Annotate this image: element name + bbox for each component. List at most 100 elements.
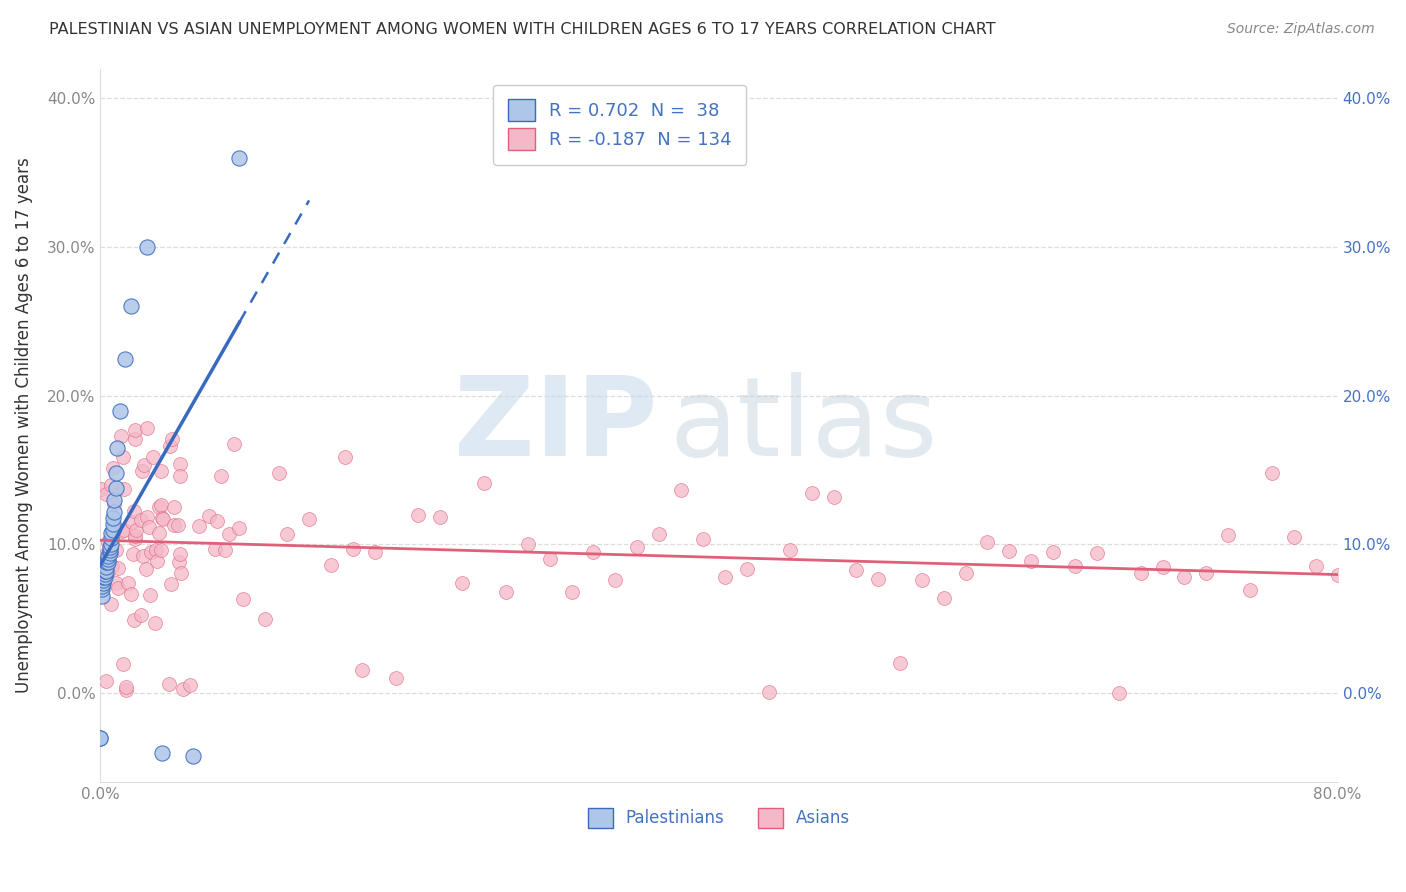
Point — [1261, 467, 1284, 481]
Point — [538, 552, 561, 566]
Point — [735, 562, 758, 576]
Text: Source: ZipAtlas.com: Source: ZipAtlas.com — [1227, 22, 1375, 37]
Point — [166, 518, 188, 533]
Point — [129, 608, 152, 623]
Point — [167, 555, 190, 569]
Point — [90, 579, 112, 593]
Point — [93, 570, 115, 584]
Point — [115, 683, 138, 698]
Point — [97, 552, 120, 566]
Point — [648, 526, 671, 541]
Point — [112, 450, 135, 465]
Point — [276, 527, 298, 541]
Point — [101, 461, 124, 475]
Point — [298, 512, 321, 526]
Point — [122, 547, 145, 561]
Point — [181, 748, 204, 763]
Point — [1064, 558, 1087, 573]
Point — [149, 465, 172, 479]
Point — [149, 542, 172, 557]
Point — [103, 497, 125, 511]
Point — [169, 547, 191, 561]
Point — [139, 545, 162, 559]
Point — [93, 576, 115, 591]
Text: atlas: atlas — [669, 372, 938, 479]
Point — [100, 532, 122, 546]
Point — [104, 481, 127, 495]
Point — [115, 680, 138, 694]
Point — [100, 537, 122, 551]
Point — [132, 549, 155, 563]
Point — [152, 512, 174, 526]
Point — [352, 663, 374, 677]
Point — [626, 540, 648, 554]
Legend: Palestinians, Asians: Palestinians, Asians — [581, 801, 858, 835]
Point — [138, 519, 160, 533]
Point — [472, 475, 495, 490]
Point — [97, 535, 120, 549]
Point — [342, 541, 364, 556]
Point — [1108, 686, 1130, 700]
Point — [160, 577, 183, 591]
Point — [516, 537, 538, 551]
Point — [385, 671, 408, 685]
Point — [150, 498, 173, 512]
Point — [1282, 530, 1305, 544]
Point — [209, 468, 232, 483]
Point — [204, 541, 226, 556]
Point — [112, 482, 135, 496]
Point — [111, 524, 134, 538]
Point — [110, 403, 132, 417]
Point — [97, 565, 120, 579]
Point — [139, 588, 162, 602]
Point — [107, 581, 129, 595]
Point — [107, 561, 129, 575]
Point — [94, 674, 117, 689]
Point — [207, 514, 229, 528]
Text: ZIP: ZIP — [454, 372, 657, 479]
Point — [129, 513, 152, 527]
Point — [101, 523, 124, 537]
Point — [148, 526, 170, 541]
Point — [100, 525, 122, 540]
Point — [692, 532, 714, 546]
Point — [112, 523, 135, 537]
Point — [117, 575, 139, 590]
Point — [779, 542, 801, 557]
Point — [94, 567, 117, 582]
Point — [124, 423, 146, 437]
Point — [96, 555, 118, 569]
Point — [1305, 559, 1327, 574]
Point — [124, 613, 146, 627]
Point — [1085, 546, 1108, 560]
Point — [179, 678, 201, 692]
Point — [224, 437, 246, 451]
Point — [333, 450, 356, 464]
Point — [114, 351, 136, 366]
Point — [101, 558, 124, 573]
Point — [889, 656, 911, 670]
Point — [122, 504, 145, 518]
Point — [169, 457, 191, 471]
Point — [495, 585, 517, 599]
Point — [408, 508, 430, 523]
Point — [93, 575, 115, 590]
Point — [134, 458, 156, 472]
Point — [1129, 566, 1152, 581]
Point — [90, 482, 112, 496]
Text: PALESTINIAN VS ASIAN UNEMPLOYMENT AMONG WOMEN WITH CHILDREN AGES 6 TO 17 YEARS C: PALESTINIAN VS ASIAN UNEMPLOYMENT AMONG … — [49, 22, 995, 37]
Point — [146, 554, 169, 568]
Point — [136, 421, 159, 435]
Point — [1019, 553, 1042, 567]
Point — [150, 746, 173, 760]
Point — [911, 573, 934, 587]
Point — [669, 483, 692, 497]
Point — [90, 582, 112, 596]
Y-axis label: Unemployment Among Women with Children Ages 6 to 17 years: Unemployment Among Women with Children A… — [15, 158, 32, 693]
Point — [932, 591, 955, 605]
Point — [97, 549, 120, 564]
Point — [1239, 582, 1261, 597]
Point — [267, 466, 290, 480]
Point — [142, 450, 165, 464]
Point — [96, 559, 118, 574]
